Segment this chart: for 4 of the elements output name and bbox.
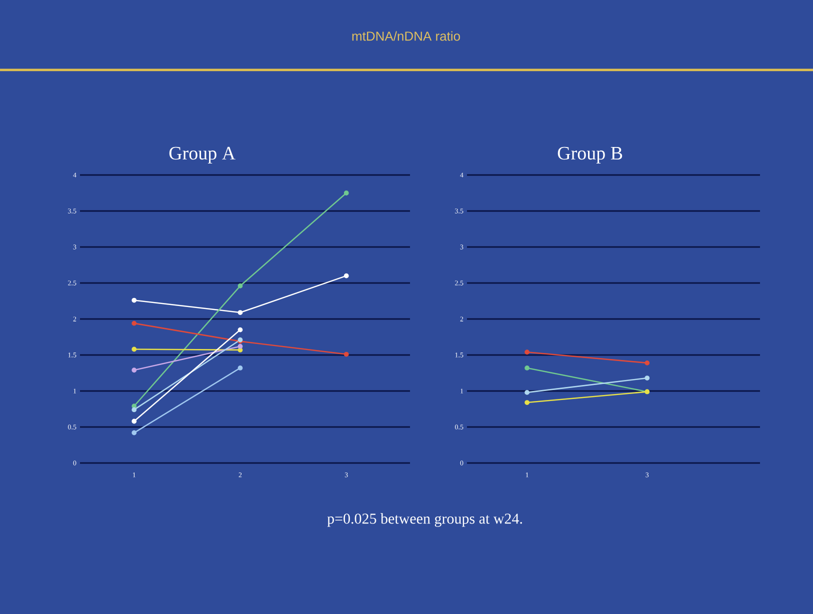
text: p=0.025 between groups at w24. bbox=[327, 513, 522, 527]
chart-title: Group A bbox=[169, 146, 236, 164]
text: mtDNA/nDNA ratio bbox=[352, 31, 460, 41]
chart-title: Group B bbox=[558, 146, 622, 164]
